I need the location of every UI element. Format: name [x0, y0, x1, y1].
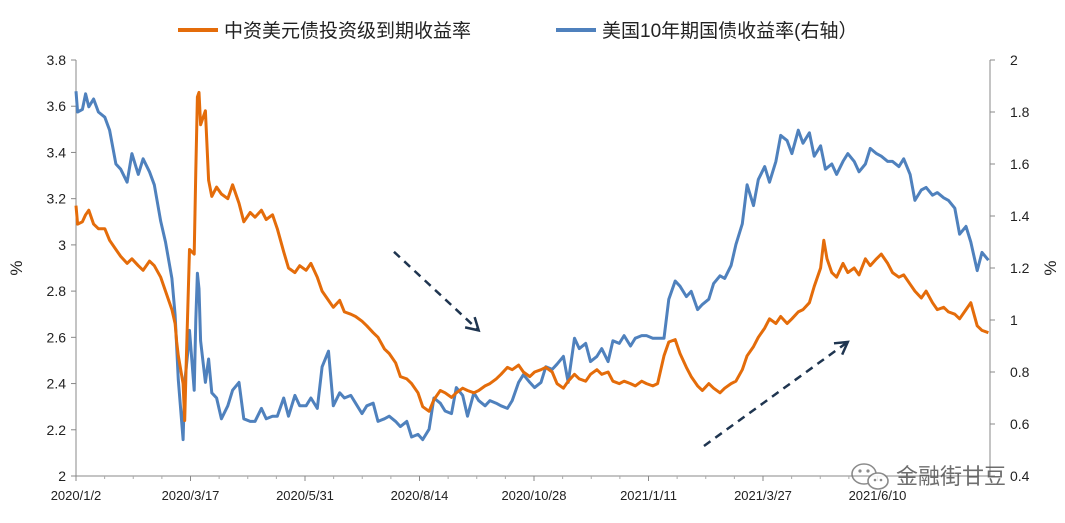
legend: 中资美元债投资级到期收益率 美国10年期国债收益率(右轴）: [178, 20, 857, 42]
left-tick-label: 3.4: [47, 144, 67, 160]
left-tick-label: 3.2: [47, 191, 67, 207]
left-tick-label: 3.8: [47, 52, 67, 68]
right-axis: 0.4 0.6 0.8 1 1.2 1.4 1.6 1.8 2: [989, 52, 1030, 484]
legend-label-blue: 美国10年期国债收益率(右轴）: [602, 20, 857, 42]
annotation-layer: [393, 250, 850, 447]
x-axis: 2020/1/2 2020/3/17 2020/5/31 2020/8/14 2020/…: [51, 475, 990, 503]
left-tick-label: 2.2: [47, 422, 67, 438]
legend-item-orange: 中资美元债投资级到期收益率: [178, 20, 471, 42]
right-tick-label: 2: [1010, 52, 1018, 68]
left-tick-label: 2.4: [47, 376, 67, 392]
trend-arrow-down-head: [464, 316, 481, 333]
left-axis: 2 2.2 2.4 2.6 2.8 3 3.2 3.4 3.6 3.8: [47, 52, 77, 484]
series-line-china-usd-bond-ig: [74, 90, 989, 422]
x-tick-label: 2020/5/31: [276, 488, 334, 503]
left-tick-label: 2: [58, 468, 66, 484]
left-tick-label: 2.8: [47, 283, 67, 299]
x-tick-label: 2020/1/2: [51, 488, 102, 503]
right-tick-label: 0.6: [1010, 416, 1030, 432]
watermark: 金融街甘豆: [851, 463, 1006, 490]
x-tick-label: 2020/3/17: [162, 488, 220, 503]
wechat-icon: [851, 463, 889, 490]
trend-arrow-down-line: [393, 250, 480, 332]
x-tick-label: 2021/6/10: [849, 488, 907, 503]
right-tick-label: 0.4: [1010, 468, 1030, 484]
right-axis-unit: %: [1041, 260, 1060, 275]
series-line-us-treasury-10y: [74, 91, 990, 442]
right-tick-label: 1: [1010, 312, 1018, 328]
left-tick-label: 3.6: [47, 98, 67, 114]
trend-arrow-up-line: [703, 340, 849, 447]
left-tick-label: 2.6: [47, 329, 67, 345]
x-tick-label: 2021/1/11: [620, 488, 677, 503]
right-tick-label: 1.4: [1010, 208, 1030, 224]
x-tick-label: 2020/8/14: [391, 488, 449, 503]
x-tick-label: 2021/3/27: [734, 488, 792, 503]
right-tick-label: 1.8: [1010, 104, 1030, 120]
right-tick-label: 1.6: [1010, 156, 1030, 172]
legend-label-orange: 中资美元债投资级到期收益率: [224, 20, 471, 42]
right-tick-label: 0.8: [1010, 364, 1030, 380]
left-tick-label: 3: [58, 237, 66, 253]
trend-arrow-up-head: [833, 340, 850, 356]
watermark-text: 金融街甘豆: [896, 464, 1006, 489]
right-tick-label: 1.2: [1010, 260, 1030, 276]
series-layer: [74, 90, 990, 442]
legend-item-blue: 美国10年期国债收益率(右轴）: [556, 20, 857, 42]
left-axis-unit: %: [7, 260, 26, 275]
x-tick-label: 2020/10/28: [501, 488, 566, 503]
